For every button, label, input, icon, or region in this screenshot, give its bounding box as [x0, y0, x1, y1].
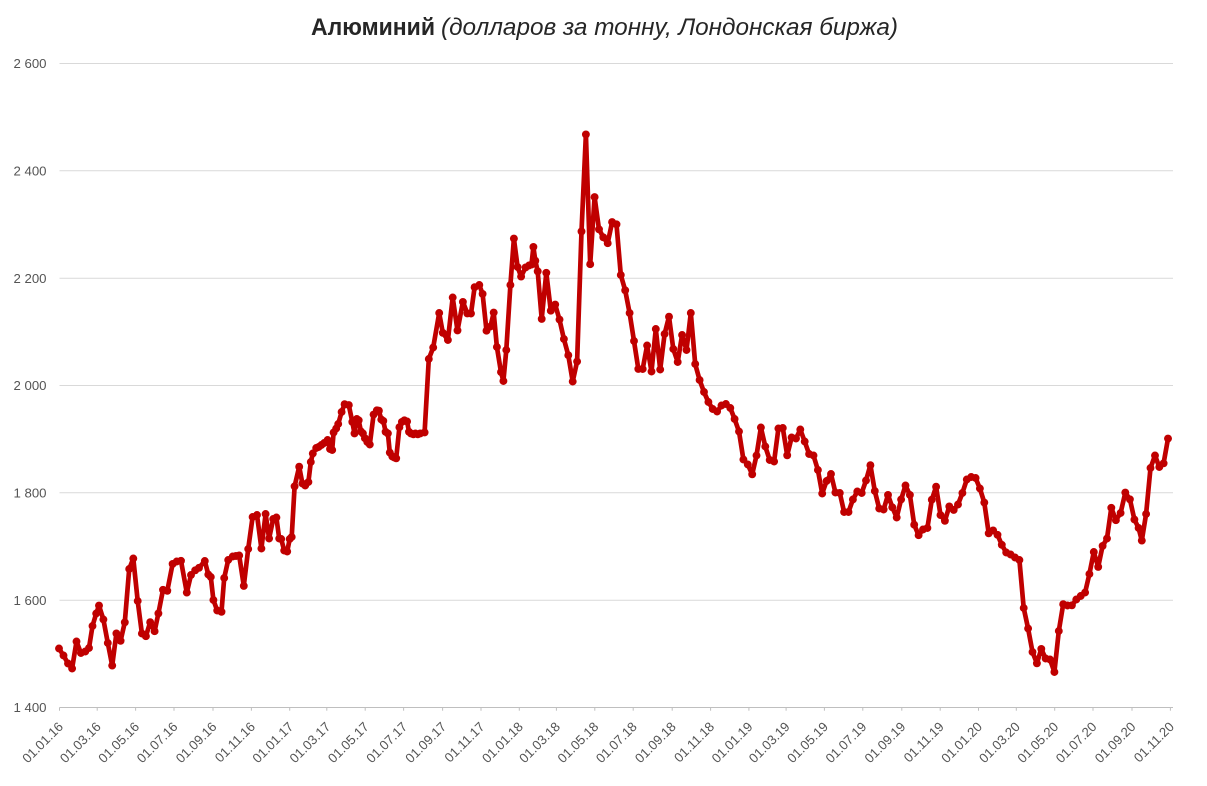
svg-text:Алюминий: Алюминий	[311, 14, 435, 41]
svg-text:1 600: 1 600	[13, 593, 46, 608]
svg-text:2 400: 2 400	[13, 163, 46, 178]
svg-text:1 400: 1 400	[13, 700, 46, 715]
svg-text:2 600: 2 600	[13, 56, 46, 71]
svg-text:2 200: 2 200	[13, 271, 46, 286]
svg-text:(долларов за тонну, Лондонская: (долларов за тонну, Лондонская биржа)	[441, 14, 898, 41]
svg-text:1 800: 1 800	[13, 485, 46, 500]
svg-text:2 000: 2 000	[13, 378, 46, 393]
